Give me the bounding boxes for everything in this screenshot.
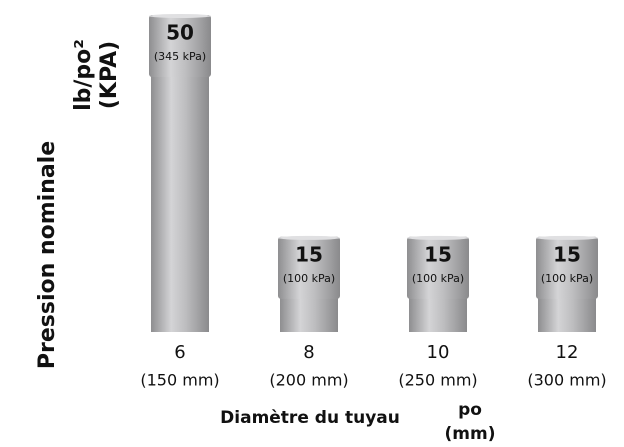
value-sublabel: (345 kPa) <box>154 50 206 63</box>
pipe-rim <box>536 235 598 240</box>
value-sublabel: (100 kPa) <box>283 272 335 285</box>
y-axis-label: Pression nominale <box>35 141 60 369</box>
x-tick-label: 8 <box>303 342 314 363</box>
x-tick-sublabel: (250 mm) <box>398 371 477 390</box>
x-tick-sublabel: (300 mm) <box>527 371 606 390</box>
x-axis-unit: po <box>458 400 482 420</box>
x-axis-unit: (mm) <box>445 424 496 444</box>
x-tick-label: 6 <box>174 342 185 363</box>
x-tick-sublabel: (200 mm) <box>269 371 348 390</box>
value-sublabel: (100 kPa) <box>412 272 464 285</box>
pipe-collar <box>278 236 340 299</box>
value-label: 50 <box>166 21 194 45</box>
x-axis-label: Diamètre du tuyau <box>220 408 400 428</box>
pipe-rim <box>407 235 469 240</box>
value-label: 15 <box>424 242 452 266</box>
pipe-collar <box>407 236 469 299</box>
value-sublabel: (100 kPa) <box>541 272 593 285</box>
x-tick-label: 12 <box>556 342 579 363</box>
pipe-rim <box>278 235 340 240</box>
value-label: 15 <box>553 242 581 266</box>
value-label: 15 <box>295 242 323 266</box>
pipe-collar <box>149 15 211 77</box>
x-tick-sublabel: (150 mm) <box>140 371 219 390</box>
x-tick-label: 10 <box>427 342 450 363</box>
y-axis-unit: (KPA) <box>97 41 122 109</box>
pipe-collar <box>536 236 598 299</box>
y-axis-unit: lb/po² <box>71 39 96 111</box>
pipe-rim <box>149 14 211 18</box>
